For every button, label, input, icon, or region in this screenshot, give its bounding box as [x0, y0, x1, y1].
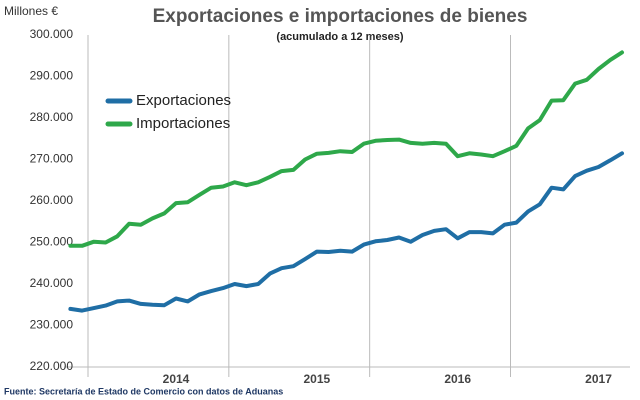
x-tick-label: 2015 [304, 372, 331, 386]
x-tick-label: 2016 [444, 372, 471, 386]
legend-label: Exportaciones [136, 92, 231, 109]
y-tick-label: 270.000 [30, 152, 74, 166]
series-line [68, 50, 624, 248]
x-tick-label: 2017 [585, 372, 612, 386]
y-tick-label: 300.000 [30, 27, 74, 41]
y-tick-label: 220.000 [30, 359, 74, 373]
x-tick-label: 2014 [163, 372, 190, 386]
y-tick-label: 280.000 [30, 110, 74, 124]
series-line [68, 151, 624, 313]
y-tick-label: 260.000 [30, 193, 74, 207]
y-tick-label: 230.000 [30, 318, 74, 332]
y-tick-label: 250.000 [30, 235, 74, 249]
y-tick-label: 240.000 [30, 276, 74, 290]
source: Fuente: Secretaría de Estado de Comercio… [4, 386, 283, 396]
y-axis-label: Millones € [4, 4, 58, 18]
legend-label: Importaciones [136, 115, 230, 132]
chart-title: Exportaciones e importaciones de bienes [153, 6, 528, 27]
y-tick-label: 290.000 [30, 69, 74, 83]
chart-subtitle: (acumulado a 12 meses) [276, 31, 404, 43]
